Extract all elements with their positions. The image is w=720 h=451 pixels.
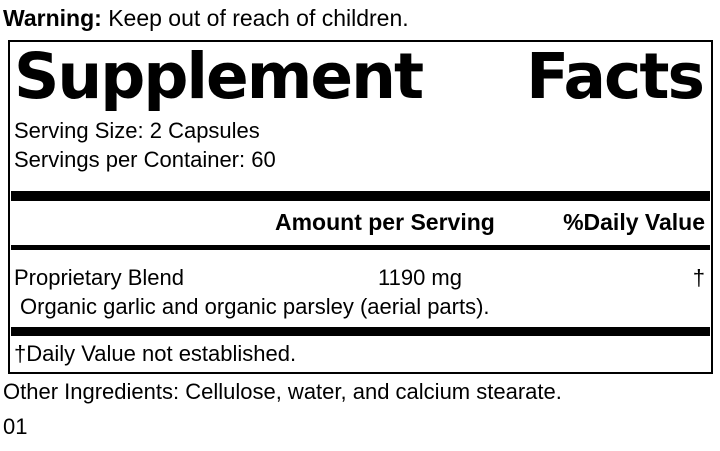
serving-size-line: Serving Size: 2 Capsules [14,118,260,143]
warning-line: Warning: Keep out of reach of children. [3,4,409,32]
other-ingredients-line: Other Ingredients: Cellulose, water, and… [3,379,562,404]
divider-thick-top [11,191,710,201]
warning-text: Keep out of reach of children. [108,5,409,31]
ingredient-row-daily-value-dagger: † [692,265,705,290]
ingredient-row-amount: 1190 mg [378,265,462,290]
divider-medium-header [11,245,710,250]
column-header-daily-value: %Daily Value [563,209,705,235]
daily-value-footnote: †Daily Value not established. [14,341,297,366]
panel-title-word-supplement: Supplement [14,40,424,113]
panel-title: Supplement Facts [14,40,705,113]
warning-label: Warning: [3,5,102,31]
divider-thick-bottom [11,327,710,336]
supplement-facts-panel: Supplement Facts Serving Size: 2 Capsule… [8,40,713,374]
servings-per-container-line: Servings per Container: 60 [14,147,276,172]
ingredient-row-description: Organic garlic and organic parsley (aeri… [20,294,490,319]
panel-title-word-facts: Facts [526,40,705,113]
lot-number: 01 [3,414,28,439]
ingredient-row-name: Proprietary Blend [14,265,184,290]
column-header-amount-per-serving: Amount per Serving [275,209,495,235]
